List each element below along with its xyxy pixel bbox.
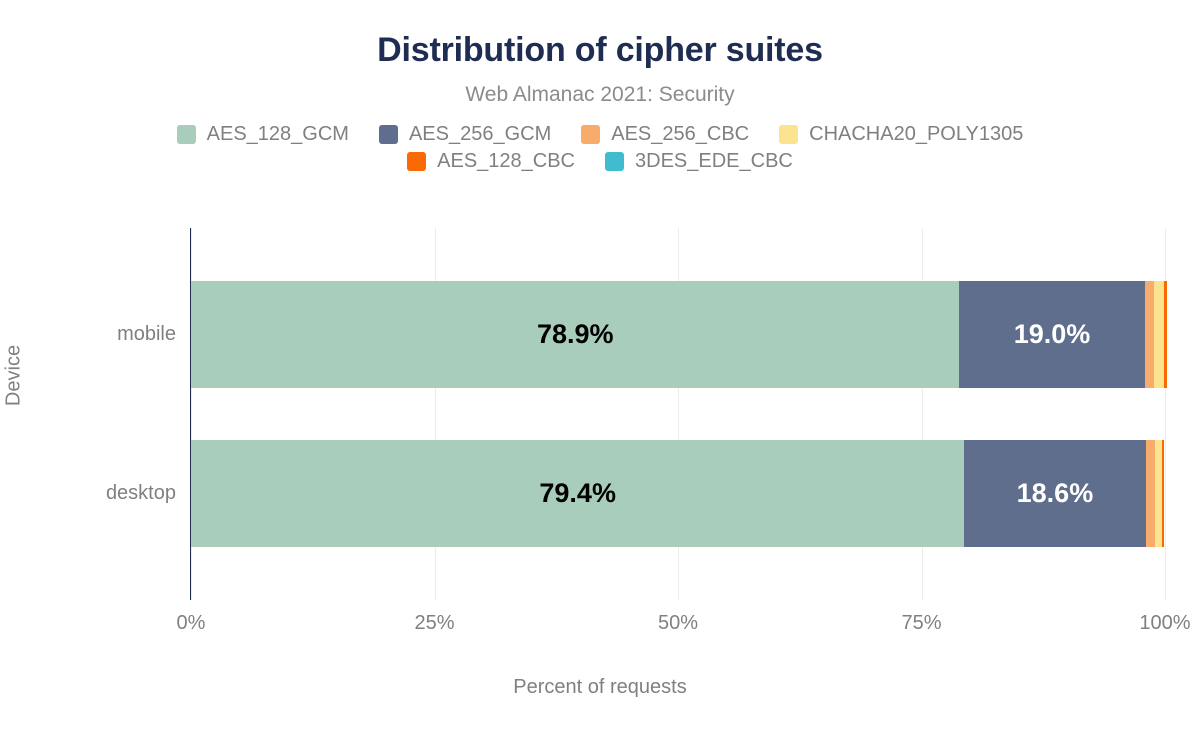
legend-label-chacha20-poly1305: CHACHA20_POLY1305 (809, 123, 1024, 146)
legend-item-chacha20-poly1305[interactable]: CHACHA20_POLY1305 (779, 124, 1023, 144)
gridline (191, 228, 192, 600)
bar-segment-mobile-aes-256-gcm[interactable] (959, 281, 1145, 388)
gridline (678, 228, 679, 600)
bar-segment-desktop-chacha20-poly1305[interactable] (1155, 440, 1163, 547)
legend-label-aes-256-gcm: AES_256_GCM (408, 123, 552, 146)
chart-subtitle: Web Almanac 2021: Security (465, 83, 735, 107)
bar-row-desktop: 79.4% 18.6% (191, 440, 1165, 547)
legend-label-aes-256-cbc: AES_256_CBC (611, 123, 750, 146)
legend-item-aes-128-gcm[interactable]: AES_128_GCM (176, 123, 349, 146)
y-axis-label-mobile: mobile (117, 322, 176, 345)
gridline (921, 228, 923, 600)
bar-value-label-mobile-aes-256-gcm: 19.0% (1013, 319, 1091, 349)
bar-segment-desktop-aes-256-gcm[interactable] (964, 440, 1146, 547)
bar-segment-desktop-aes-256-cbc[interactable] (1145, 440, 1156, 547)
x-axis-label-75pct: 75% (901, 612, 942, 634)
bar-segment-mobile-chacha20-poly1305[interactable] (1154, 281, 1165, 388)
legend-swatch-icon-aes-256-cbc (581, 124, 601, 144)
bar-segment-mobile-aes-128-gcm[interactable] (191, 281, 960, 388)
legend-label-3des-ede-cbc: 3DES_EDE_CBC (635, 150, 793, 173)
gridline (434, 228, 436, 600)
chart-legend: AES_128_GCM AES_256_GCM AES_256_CBC CHAC… (60, 106, 1140, 171)
y-axis-label-desktop: desktop (105, 481, 176, 504)
legend-label-aes-128-cbc: AES_128_CBC (437, 150, 576, 173)
plot-canvas: 78.9% 19.0% 79.4% 18.6% (191, 228, 1167, 600)
x-axis-tick-labels: 0% 25% 50% 75% 100% (177, 612, 1191, 642)
x-axis-label-50pct: 50% (657, 612, 699, 634)
y-axis-tick-labels: mobile desktop (0, 228, 176, 600)
legend-swatch-icon-chacha20-poly1305 (779, 124, 799, 144)
bar-segment-mobile-aes-128-cbc[interactable] (1164, 281, 1167, 388)
bar-segment-mobile-aes-256-cbc[interactable] (1144, 281, 1155, 388)
bar-value-label-mobile-aes-128-gcm: 78.9% (536, 319, 614, 349)
bar-segment-desktop-aes-128-gcm[interactable] (191, 440, 965, 547)
gridline (1165, 228, 1166, 600)
legend-swatch-icon-3des-ede-cbc (605, 151, 625, 171)
legend-item-aes-128-cbc[interactable]: AES_128_CBC (407, 151, 575, 171)
legend-item-aes-256-gcm[interactable]: AES_256_GCM (378, 123, 552, 146)
x-axis-label-0pct: 0% (176, 612, 206, 634)
legend-row-2: AES_128_CBC 3DES_EDE_CBC (60, 151, 1140, 171)
legend-swatch-icon-aes-128-gcm (176, 124, 196, 144)
y-axis-line (190, 228, 192, 600)
bar-value-label-desktop-aes-128-gcm: 79.4% (539, 478, 616, 508)
bar-value-label-desktop-aes-256-gcm: 18.6% (1016, 478, 1094, 508)
y-axis-title: Device (2, 344, 25, 407)
legend-item-3des-ede-cbc[interactable]: 3DES_EDE_CBC (605, 151, 793, 171)
legend-swatch-icon-aes-256-gcm (378, 124, 398, 144)
x-axis-label-100pct: 100% (1139, 612, 1191, 634)
x-axis-label-25pct: 25% (414, 612, 455, 634)
legend-row-1: AES_128_GCM AES_256_GCM AES_256_CBC CHAC… (60, 124, 1140, 144)
legend-swatch-icon-aes-128-cbc (407, 151, 427, 171)
x-axis-title: Percent of requests (513, 676, 687, 698)
bar-row-mobile: 78.9% 19.0% (191, 281, 1167, 388)
legend-label-aes-128-gcm: AES_128_GCM (206, 123, 349, 146)
legend-item-aes-256-cbc[interactable]: AES_256_CBC (581, 124, 749, 144)
bar-segment-desktop-aes-128-cbc[interactable] (1162, 440, 1164, 547)
chart-title: Distribution of cipher suites (377, 31, 823, 69)
